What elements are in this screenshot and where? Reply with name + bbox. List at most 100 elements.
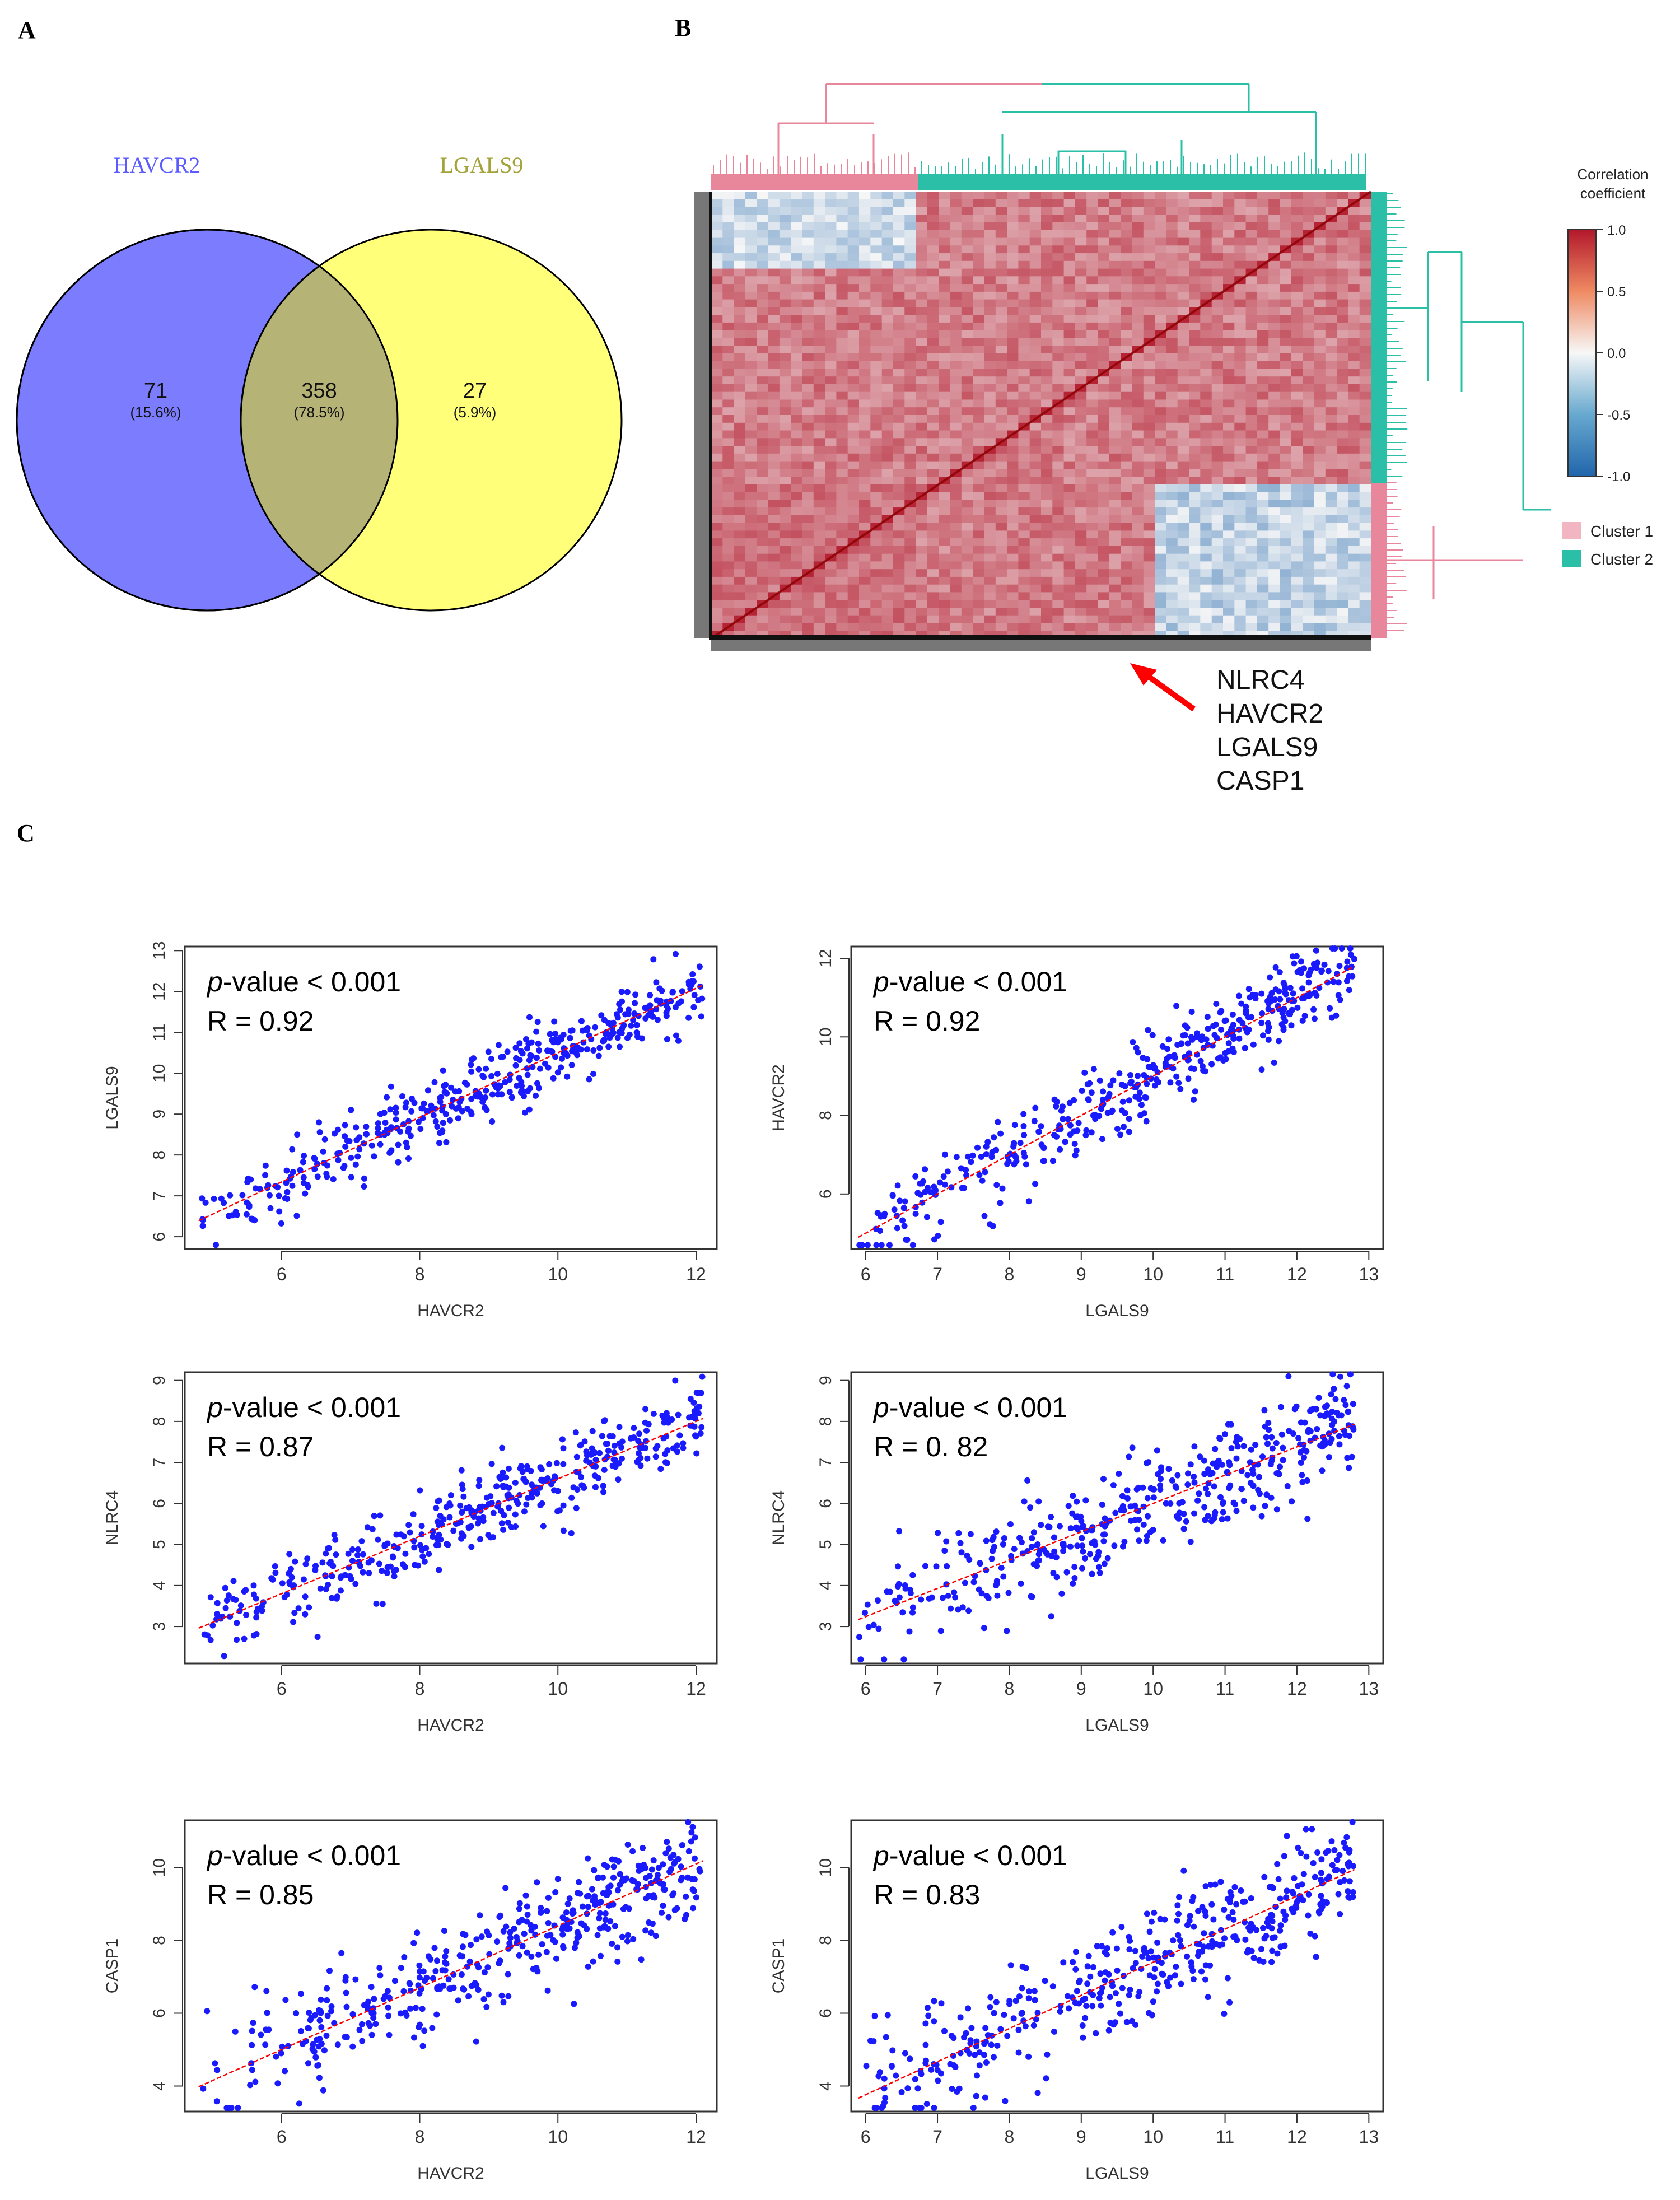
scatter-point [1140,1484,1146,1491]
scatter-point [556,1507,563,1514]
scatter-point [283,1591,290,1598]
scatter-point [1102,1949,1108,1955]
scatter-point [547,1031,553,1037]
scatter-point [1046,1523,1053,1530]
scatter-point [617,1006,623,1013]
scatter-point [963,1167,969,1173]
scatter-point [400,1988,407,1994]
scatter-point [1211,1032,1218,1038]
scatter-point [1072,1152,1079,1159]
scatter-point [1261,1873,1268,1880]
scatter-point [1189,1968,1196,1974]
scatter-point [242,1587,249,1593]
heatmap-left-edge [709,192,712,638]
scatter-point [1176,1500,1183,1507]
scatter-point [600,1890,606,1896]
scatter-point [424,1087,431,1094]
scatter-point [636,1430,643,1437]
scatter-point [1151,1486,1158,1493]
scatter-point [560,1461,567,1467]
scatter-point [544,1908,550,1914]
scatter-point [1289,1889,1296,1895]
scatter-point [1276,969,1283,976]
scatter-point [1341,1839,1347,1846]
scatter-point [305,2025,312,2032]
scatter-point [324,2012,331,2019]
scatter-point [494,1085,501,1092]
panel-letter-a: A [18,16,36,44]
scatter-point [1132,1502,1138,1509]
scatter-point [306,1604,312,1611]
y-tick-label: 12 [816,949,835,967]
scatter-point [1277,1895,1284,1902]
scatter-point [662,1451,669,1457]
scatter-point [697,1430,704,1437]
y-tick-label: 3 [816,1622,835,1632]
scatter-point [1053,1574,1060,1581]
scatter-point [519,1943,526,1950]
scatter-point [1307,1930,1314,1937]
cluster2-swatch [1562,550,1581,567]
scatter-point [251,1216,258,1223]
scatter-point [654,1017,661,1023]
scatter-point [1239,1020,1246,1027]
scatter-point [468,1068,475,1075]
scatter-point [1318,1893,1324,1899]
scatter-point [990,1223,996,1229]
scatter-point [1098,2002,1104,2009]
y-tick-label: 9 [816,1376,835,1385]
scatter-point [289,1182,296,1189]
heatmap-cells [711,192,1371,639]
scatter-point [982,1169,988,1176]
scatter-point [312,1567,319,1573]
scatter-point [1067,1525,1074,1532]
scatter-point [512,1479,519,1486]
scatter-point [441,1959,448,1966]
scatter-point [982,2094,988,2101]
scatter-point [1079,1542,1086,1549]
scatter-point [578,1920,585,1927]
scatter-point [390,1554,396,1561]
scatter-point [1263,1434,1270,1441]
scatter-point [525,1495,531,1501]
scatter-point [1006,2001,1013,2007]
scatter-point [1188,1009,1195,1015]
scatter-point [250,1591,257,1598]
scatter-point [1282,1912,1289,1919]
scatter-point [1215,1055,1221,1062]
scatter-point [533,1028,540,1035]
scatter-point [1000,1573,1007,1580]
red-arrow-icon [1141,669,1196,712]
scatter-point [1319,1467,1326,1474]
scatter-point [444,1541,450,1548]
scatter-point [292,1558,298,1565]
scatter-point [376,1965,383,1971]
scatter-point [1346,1878,1353,1885]
scatter-point [433,1505,440,1511]
y-tick-label: 13 [150,941,169,960]
scatter-point [893,2072,899,2079]
scatter-point [977,1560,983,1566]
scatter-point [494,1070,501,1077]
scatter-point [591,1867,598,1873]
scatter-point [944,1168,951,1175]
scatter-point [964,1552,970,1559]
scatter-point [456,1099,463,1106]
scatter-point [312,2012,319,2019]
scatter-point [1323,1849,1329,1856]
scatter-point [1217,1494,1224,1500]
scatter-point [585,1855,591,1862]
scatter-point [356,2026,363,2033]
scatter-point [458,1530,465,1537]
scatter-point [422,1978,428,1984]
scatter-point [1096,1564,1102,1570]
scatter-point [912,1210,919,1217]
scatter-point [957,1540,964,1546]
scatter-point [1274,1861,1281,1867]
scatter-point [1184,1040,1191,1047]
scatter-point [1096,1990,1103,1997]
scatter-point [1331,1847,1338,1853]
scatter-point [500,1526,507,1533]
scatter-point [349,2043,356,2050]
scatter-point [1338,1412,1345,1419]
